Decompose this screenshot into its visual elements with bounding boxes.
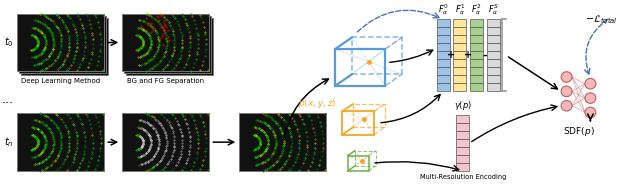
Bar <box>124 16 211 73</box>
Bar <box>470 75 483 83</box>
Bar <box>436 51 449 59</box>
Bar <box>456 163 469 171</box>
Bar <box>487 83 500 91</box>
Bar <box>436 75 449 83</box>
Bar <box>454 83 467 91</box>
Bar <box>487 19 500 27</box>
Bar <box>239 113 326 171</box>
Bar <box>19 16 106 73</box>
Bar <box>454 67 467 75</box>
Bar <box>454 51 467 59</box>
Circle shape <box>561 100 572 111</box>
Bar <box>454 75 467 83</box>
Bar <box>17 113 104 171</box>
Bar <box>487 36 500 43</box>
Bar <box>456 115 469 123</box>
Circle shape <box>585 78 596 89</box>
Text: +: + <box>464 50 472 60</box>
Bar <box>436 59 449 67</box>
Bar <box>454 43 467 51</box>
Text: $t_n$: $t_n$ <box>4 135 14 149</box>
Bar <box>122 113 209 171</box>
Text: $t_0$: $t_0$ <box>4 36 14 49</box>
Circle shape <box>561 86 572 97</box>
Text: ...: ... <box>2 93 14 106</box>
Bar <box>470 43 483 51</box>
Bar <box>470 83 483 91</box>
Circle shape <box>561 72 572 82</box>
Text: $\gamma(p)$: $\gamma(p)$ <box>454 99 472 113</box>
Text: $F_{\alpha}^{2}$: $F_{\alpha}^{2}$ <box>472 2 482 17</box>
Bar <box>487 27 500 36</box>
Bar <box>454 36 467 43</box>
Bar <box>470 51 483 59</box>
Bar <box>436 27 449 36</box>
Bar <box>122 14 209 71</box>
Circle shape <box>585 93 596 103</box>
Bar <box>470 36 483 43</box>
Bar <box>21 17 108 75</box>
Bar <box>17 14 104 71</box>
Bar <box>470 67 483 75</box>
Bar <box>456 155 469 163</box>
Text: $-\mathcal{L}_{tqtal}$: $-\mathcal{L}_{tqtal}$ <box>586 14 618 27</box>
Text: -: - <box>483 50 487 60</box>
Bar <box>454 59 467 67</box>
Bar <box>436 43 449 51</box>
Text: $F_{\alpha}^{1}$: $F_{\alpha}^{1}$ <box>454 2 465 17</box>
Bar <box>456 139 469 147</box>
Text: Multi-Resolution Encoding: Multi-Resolution Encoding <box>420 174 506 180</box>
Bar <box>487 51 500 59</box>
Text: Deep Learning Method: Deep Learning Method <box>21 78 100 84</box>
Text: $F_{\alpha}^{0}$: $F_{\alpha}^{0}$ <box>438 2 449 17</box>
Circle shape <box>585 107 596 118</box>
Text: $F_{\alpha}^{S}$: $F_{\alpha}^{S}$ <box>488 2 499 17</box>
Bar <box>487 67 500 75</box>
Bar <box>470 27 483 36</box>
Bar <box>456 147 469 155</box>
Bar <box>456 123 469 131</box>
Bar <box>126 17 213 75</box>
Text: $p(x, y, z)$: $p(x, y, z)$ <box>298 97 336 110</box>
Bar <box>470 19 483 27</box>
Bar <box>454 19 467 27</box>
Bar <box>436 36 449 43</box>
Text: BG and FG Separation: BG and FG Separation <box>127 78 204 84</box>
Text: $\mathrm{SDF}(p)$: $\mathrm{SDF}(p)$ <box>563 125 595 138</box>
Bar <box>436 19 449 27</box>
Bar <box>487 75 500 83</box>
Bar <box>436 83 449 91</box>
Bar <box>487 43 500 51</box>
Bar <box>456 131 469 139</box>
Bar <box>436 67 449 75</box>
Bar <box>470 59 483 67</box>
Text: +: + <box>447 50 455 60</box>
Bar <box>454 27 467 36</box>
Bar <box>487 59 500 67</box>
